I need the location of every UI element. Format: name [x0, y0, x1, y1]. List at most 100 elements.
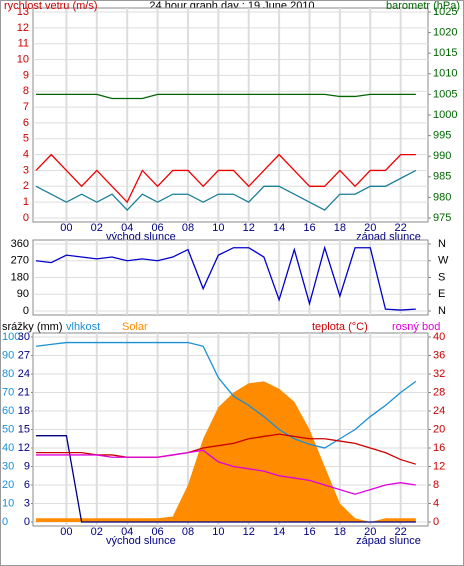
y2-tick-label: 28: [433, 386, 445, 398]
y2-tick-label: 1010: [433, 68, 457, 80]
y-tick-label: 1: [23, 196, 29, 208]
y2-tick-label: N: [438, 238, 446, 250]
y-tick-label: 180: [11, 271, 29, 283]
y-tick-label: 60: [2, 405, 14, 417]
y-tick-label: 13: [17, 6, 29, 18]
x-tick-label: 22: [395, 222, 407, 234]
y2-tick-label: 990: [433, 150, 451, 162]
line: [35, 245, 416, 311]
y2-tick-label: 1005: [433, 88, 457, 100]
y-tick-label: 360: [11, 238, 29, 250]
x-tick-label: 08: [182, 222, 194, 234]
y3-tick-label: 15: [18, 423, 30, 435]
y2-tick-label: 24: [433, 405, 445, 417]
y-tick-label: 20: [2, 479, 14, 491]
x-tick-label: 14: [273, 526, 285, 538]
y-tick-label: 0: [23, 212, 29, 224]
x-tick-label: 16: [303, 222, 315, 234]
y-axis-label: rychlost vetru (m/s): [4, 0, 98, 12]
y3-tick-label: 18: [18, 405, 30, 417]
y-tick-label: 12: [17, 22, 29, 34]
y2-tick-label: 8: [433, 479, 439, 491]
y2-tick-label: 1000: [433, 109, 457, 121]
y-tick-label: 80: [2, 368, 14, 380]
y2-tick-label: W: [438, 255, 449, 267]
x-tick-label: 04: [121, 526, 133, 538]
y-tick-label: 90: [17, 288, 29, 300]
y-tick-label: 90: [2, 349, 14, 361]
y-tick-label: 50: [2, 423, 14, 435]
y3-tick-label: 9: [24, 460, 30, 472]
x-tick-label: 10: [212, 222, 224, 234]
y3-tick-label: 0: [24, 516, 30, 528]
y2-tick-label: 4: [433, 497, 439, 509]
y3-tick-label: 24: [18, 368, 30, 380]
x-tick-label: 00: [60, 222, 72, 234]
x-tick-label: 18: [334, 526, 346, 538]
y-tick-label: 5: [23, 133, 29, 145]
x-tick-label: 20: [364, 526, 376, 538]
line: [36, 435, 416, 523]
y-tick-label: 3: [23, 164, 29, 176]
y2-tick-label: E: [438, 288, 445, 300]
x-tick-label: 12: [243, 526, 255, 538]
y3-tick-label: 27: [18, 349, 30, 361]
y3-tick-label: 6: [24, 479, 30, 491]
x-tick-label: 06: [151, 222, 163, 234]
x-tick-label: 02: [91, 526, 103, 538]
y2-tick-label: 995: [433, 130, 451, 142]
legend-label: rosný bod: [392, 321, 440, 333]
y2-tick-label: 40: [433, 331, 445, 343]
x-tick-label: 16: [303, 526, 315, 538]
x-tick-label: 10: [212, 526, 224, 538]
y2-tick-label: 32: [433, 368, 445, 380]
line: [35, 169, 417, 212]
x-tick-label: 14: [273, 222, 285, 234]
line: [36, 449, 416, 495]
x-tick-label: 20: [364, 222, 376, 234]
line: [35, 341, 417, 449]
area: [36, 381, 416, 522]
legend-label: teplota (°C): [312, 321, 368, 333]
y2-tick-label: 36: [433, 349, 445, 361]
y3-tick-label: 21: [18, 386, 30, 398]
plot-area: [32, 7, 429, 223]
x-tick-label: 02: [91, 222, 103, 234]
legend-label: srážky (mm): [2, 321, 63, 333]
y3-tick-label: 30: [18, 331, 30, 343]
y-tick-label: 40: [2, 442, 14, 454]
y2-tick-label: 985: [433, 171, 451, 183]
y2-tick-label: 0: [433, 516, 439, 528]
y-tick-label: 0: [2, 516, 8, 528]
x-tick-label: 08: [182, 526, 194, 538]
x-tick-label: 04: [121, 222, 133, 234]
y3-tick-label: 3: [24, 497, 30, 509]
y2-tick-label: 980: [433, 191, 451, 203]
x-tick-label: 12: [243, 222, 255, 234]
legend-label: Solar: [122, 321, 148, 333]
y2-tick-label: 1020: [433, 27, 457, 39]
x-tick-label: 00: [60, 526, 72, 538]
y2-tick-label: 20: [433, 423, 445, 435]
y-tick-label: 70: [2, 386, 14, 398]
y-tick-label: 2: [23, 180, 29, 192]
legend-label: vlhkost: [66, 321, 100, 333]
y-tick-label: 8: [23, 85, 29, 97]
x-tick-label: 06: [151, 526, 163, 538]
annotation: východ slunce: [106, 535, 176, 547]
y2-tick-label: S: [438, 271, 445, 283]
y-tick-label: 0: [23, 305, 29, 317]
y2-axis-label: barometr (hPa): [386, 0, 460, 12]
y-tick-label: 10: [2, 497, 14, 509]
y-tick-label: 270: [11, 255, 29, 267]
y2-tick-label: 1015: [433, 47, 457, 59]
y2-tick-label: 975: [433, 212, 451, 224]
x-tick-label: 18: [334, 222, 346, 234]
line: [35, 153, 416, 204]
annotation: západ slunce: [356, 535, 421, 547]
y-tick-label: 100: [2, 331, 20, 343]
y-tick-label: 7: [23, 101, 29, 113]
y-tick-label: 6: [23, 117, 29, 129]
y-tick-label: 10: [17, 53, 29, 65]
